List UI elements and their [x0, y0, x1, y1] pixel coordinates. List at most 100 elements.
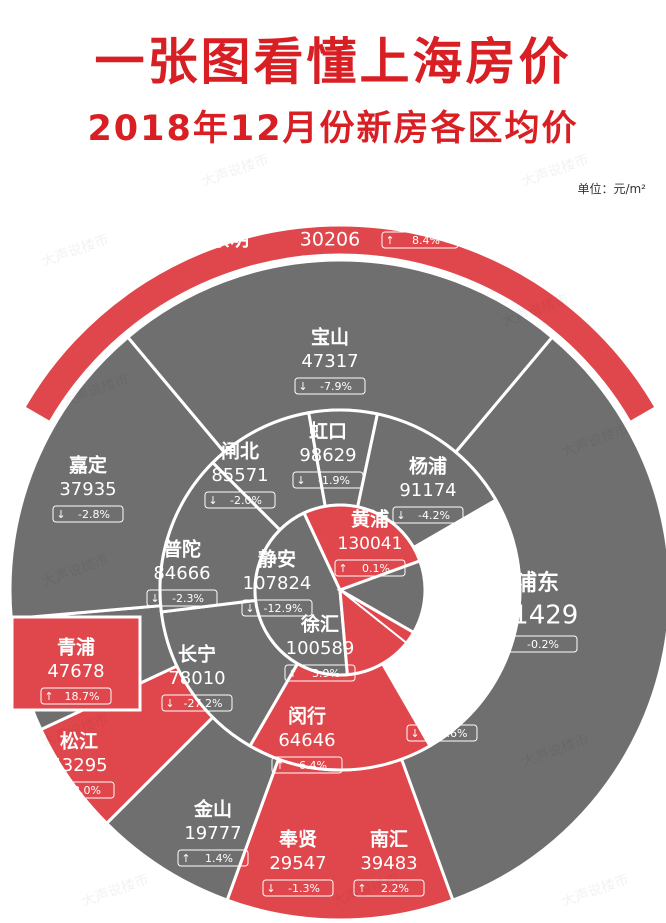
- label-name-changning: 长宁: [178, 643, 216, 666]
- label-name-hongkou: 虹口: [309, 420, 347, 443]
- change-badge-putuo: ↓ -2.3%: [146, 589, 218, 607]
- change-badge-jiading: ↓ -2.8%: [52, 505, 124, 523]
- label-price-zhabei: 85571: [211, 465, 268, 486]
- page-subtitle: 2018年12月份新房各区均价: [87, 109, 579, 149]
- change-badge-nanhui: ↑ 2.2%: [353, 879, 425, 897]
- trend-up-icon: ↑: [338, 562, 347, 575]
- change-value-qingpu: 18.7%: [65, 690, 100, 703]
- label-price-yangpu: 91174: [399, 480, 456, 501]
- label-price-nanhui: 39483: [360, 853, 417, 874]
- trend-up-icon: ↑: [385, 234, 394, 247]
- badge-border: [406, 724, 478, 742]
- change-value-hongkou: -1.9%: [318, 474, 350, 487]
- change-badge-jingan: ↓ -12.9%: [241, 599, 313, 617]
- label-price-huangpu: 130041: [338, 534, 403, 554]
- change-badge-chongming: ↑ 8.4%: [381, 231, 459, 249]
- label-name-pudong: 浦东: [515, 570, 559, 596]
- label-name-luwan: 卢湾: [423, 673, 461, 696]
- badge-border: [294, 377, 366, 395]
- trend-down-icon: ↓: [245, 602, 254, 615]
- trend-down-icon: ↓: [266, 882, 275, 895]
- change-badge-changning: ↓ -27.2%: [161, 694, 233, 712]
- sector-luwan: [336, 559, 427, 635]
- change-value-chongming: 8.4%: [412, 234, 440, 247]
- trend-down-icon: ↓: [500, 638, 509, 651]
- change-badge-fengxian: ↓ -1.3%: [262, 879, 334, 897]
- trend-down-icon: ↓: [165, 697, 174, 710]
- label-price-jinshan: 19777: [184, 823, 241, 844]
- change-badge-songjiang: ↓ -3.0%: [43, 781, 115, 799]
- label-price-putuo: 84666: [153, 563, 210, 584]
- label-name-baoshan: 宝山: [311, 326, 349, 349]
- trend-up-icon: ↑: [288, 667, 297, 680]
- label-price-hongkou: 98629: [299, 445, 356, 466]
- change-badge-huangpu: ↑ 0.1%: [334, 559, 406, 577]
- badge-border: [241, 599, 313, 617]
- luwan-pointer-line: [339, 589, 439, 669]
- trend-down-icon: ↓: [298, 380, 307, 393]
- trend-down-icon: ↓: [150, 592, 159, 605]
- label-name-jiading: 嘉定: [68, 454, 107, 477]
- label-name-jinshan: 金山: [193, 798, 232, 821]
- change-value-luwan: -31.6%: [429, 727, 468, 740]
- label-price-xuhui: 100589: [286, 638, 355, 659]
- label-name-chongming: 崇明: [211, 228, 249, 251]
- badge-border: [271, 756, 343, 774]
- trend-down-icon: ↓: [47, 784, 56, 797]
- change-value-minhang: 6.4%: [299, 759, 327, 772]
- trend-down-icon: ↓: [396, 509, 405, 522]
- badge-border: [204, 491, 276, 509]
- badge-border: [353, 879, 425, 897]
- badge-border: [43, 781, 115, 799]
- label-name-fengxian: 奉贤: [278, 828, 317, 851]
- label-price-luwan: 85736: [413, 698, 470, 719]
- luwan-pointer-arrowhead: [426, 654, 438, 668]
- change-value-fengxian: -1.3%: [288, 882, 320, 895]
- badge-border: [40, 687, 112, 705]
- label-name-putuo: 普陀: [163, 538, 201, 561]
- change-value-putuo: -2.3%: [172, 592, 204, 605]
- trend-up-icon: ↑: [275, 759, 284, 772]
- change-value-huangpu: 0.1%: [362, 562, 390, 575]
- unit-label: 单位：元/m²: [577, 182, 646, 196]
- change-value-changning: -27.2%: [184, 697, 223, 710]
- label-name-yangpu: 杨浦: [409, 455, 447, 478]
- label-price-minhang: 64646: [278, 730, 335, 751]
- label-name-zhabei: 闸北: [221, 441, 259, 463]
- label-price-fengxian: 29547: [269, 853, 326, 874]
- label-price-pudong: 91429: [496, 601, 579, 631]
- change-value-nanhui: 2.2%: [381, 882, 409, 895]
- label-price-jiading: 37935: [59, 479, 116, 500]
- label-price-jingan: 107824: [243, 573, 312, 594]
- trend-up-icon: ↑: [357, 882, 366, 895]
- label-name-huangpu: 黄浦: [351, 508, 389, 531]
- badge-border: [284, 664, 356, 682]
- label-price-baoshan: 47317: [301, 351, 358, 372]
- label-price-qingpu: 47678: [47, 661, 104, 682]
- label-name-nanhui: 南汇: [370, 829, 408, 851]
- trend-up-icon: ↑: [44, 690, 53, 703]
- change-value-yangpu: -4.2%: [418, 509, 450, 522]
- change-badge-yangpu: ↓ -4.2%: [392, 506, 464, 524]
- change-badge-jinshan: ↑ 1.4%: [177, 849, 249, 867]
- trend-down-icon: ↓: [56, 508, 65, 521]
- change-value-zhabei: -2.0%: [230, 494, 262, 507]
- change-badge-qingpu: ↑ 18.7%: [40, 687, 112, 705]
- change-badge-pudong: ↓ -0.2%: [496, 635, 578, 653]
- badge-border: [262, 879, 334, 897]
- sector-qingpu: [10, 615, 142, 712]
- change-value-jiading: -2.8%: [78, 508, 110, 521]
- sector-huangpu: [302, 503, 422, 592]
- change-value-pudong: -0.2%: [527, 638, 559, 651]
- sector-chongming: [21, 223, 659, 425]
- change-badge-luwan: ↓ -31.6%: [406, 724, 478, 742]
- badge-border: [177, 849, 249, 867]
- change-value-jingan: -12.9%: [264, 602, 303, 615]
- change-badge-minhang: ↑ 6.4%: [271, 756, 343, 774]
- label-name-songjiang: 松江: [60, 730, 98, 753]
- badge-border: [381, 231, 459, 249]
- badge-border: [496, 635, 578, 653]
- label-name-qingpu: 青浦: [57, 636, 95, 659]
